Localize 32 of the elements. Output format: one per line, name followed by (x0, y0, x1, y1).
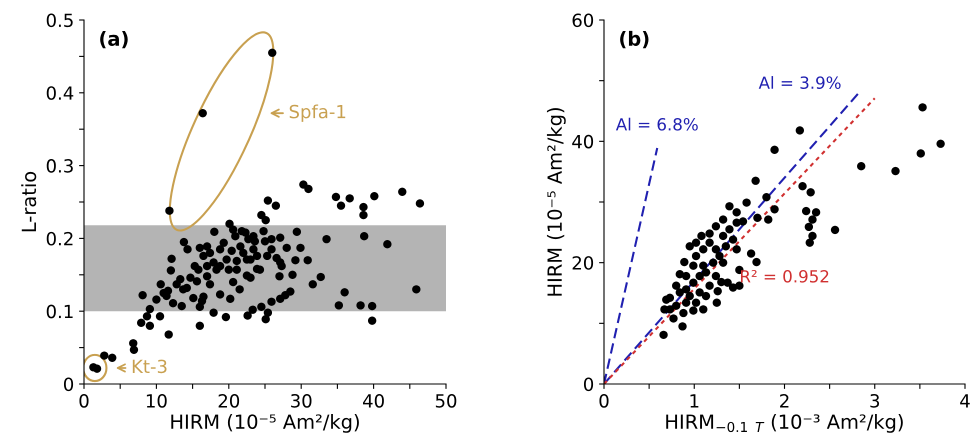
x-tick-label: 3 (870, 394, 880, 408)
x-tick-label: 30 (291, 394, 312, 408)
x-tick-label: 1 (690, 394, 698, 408)
y-tick-label: 20 (572, 256, 594, 270)
x-tick-label: 0 (599, 394, 609, 408)
x-tick-label: 10 (146, 394, 167, 408)
y-tick-label: 0 (584, 377, 594, 392)
y-axis-title: HIRM (10⁻⁵ Am²/kg) (546, 108, 566, 296)
y-tick-label: 40 (572, 134, 594, 148)
x-tick-label: 40 (362, 394, 384, 408)
x-tick-label: 20 (218, 394, 240, 408)
x-tick-label: 0 (79, 394, 89, 408)
series-label: Al = 3.9% (758, 76, 841, 89)
x-tick-label: 50 (436, 394, 456, 408)
y-tick-label: 0.2 (46, 232, 72, 246)
y-tick-label: 0.1 (46, 304, 73, 318)
text: (b) (620, 30, 648, 48)
annotation: Kt-3 (132, 360, 167, 374)
series-label: R² = 0.952 (741, 270, 828, 283)
y-axis-title: L-ratio (21, 172, 36, 232)
x-tick-label: 2 (780, 394, 788, 408)
y-tick-label: 0.3 (46, 159, 73, 173)
y-tick-label: 0.5 (46, 13, 73, 28)
y-tick-label: 60 (572, 13, 594, 28)
y-tick-label: 0.4 (46, 86, 74, 100)
text: (a) (100, 30, 128, 48)
x-tick-label: 4 (960, 394, 970, 408)
series-label: Al = 6.8% (616, 118, 698, 131)
x-axis-title: HIRM$_{−0.1 T}$ (10⁻³ Am²/kg) (666, 414, 903, 433)
y-tick-label: 0 (64, 377, 74, 392)
x-axis-title: HIRM (10⁻⁵ Am²/kg) (171, 414, 359, 433)
annotation: Spfa-1 (290, 104, 346, 122)
